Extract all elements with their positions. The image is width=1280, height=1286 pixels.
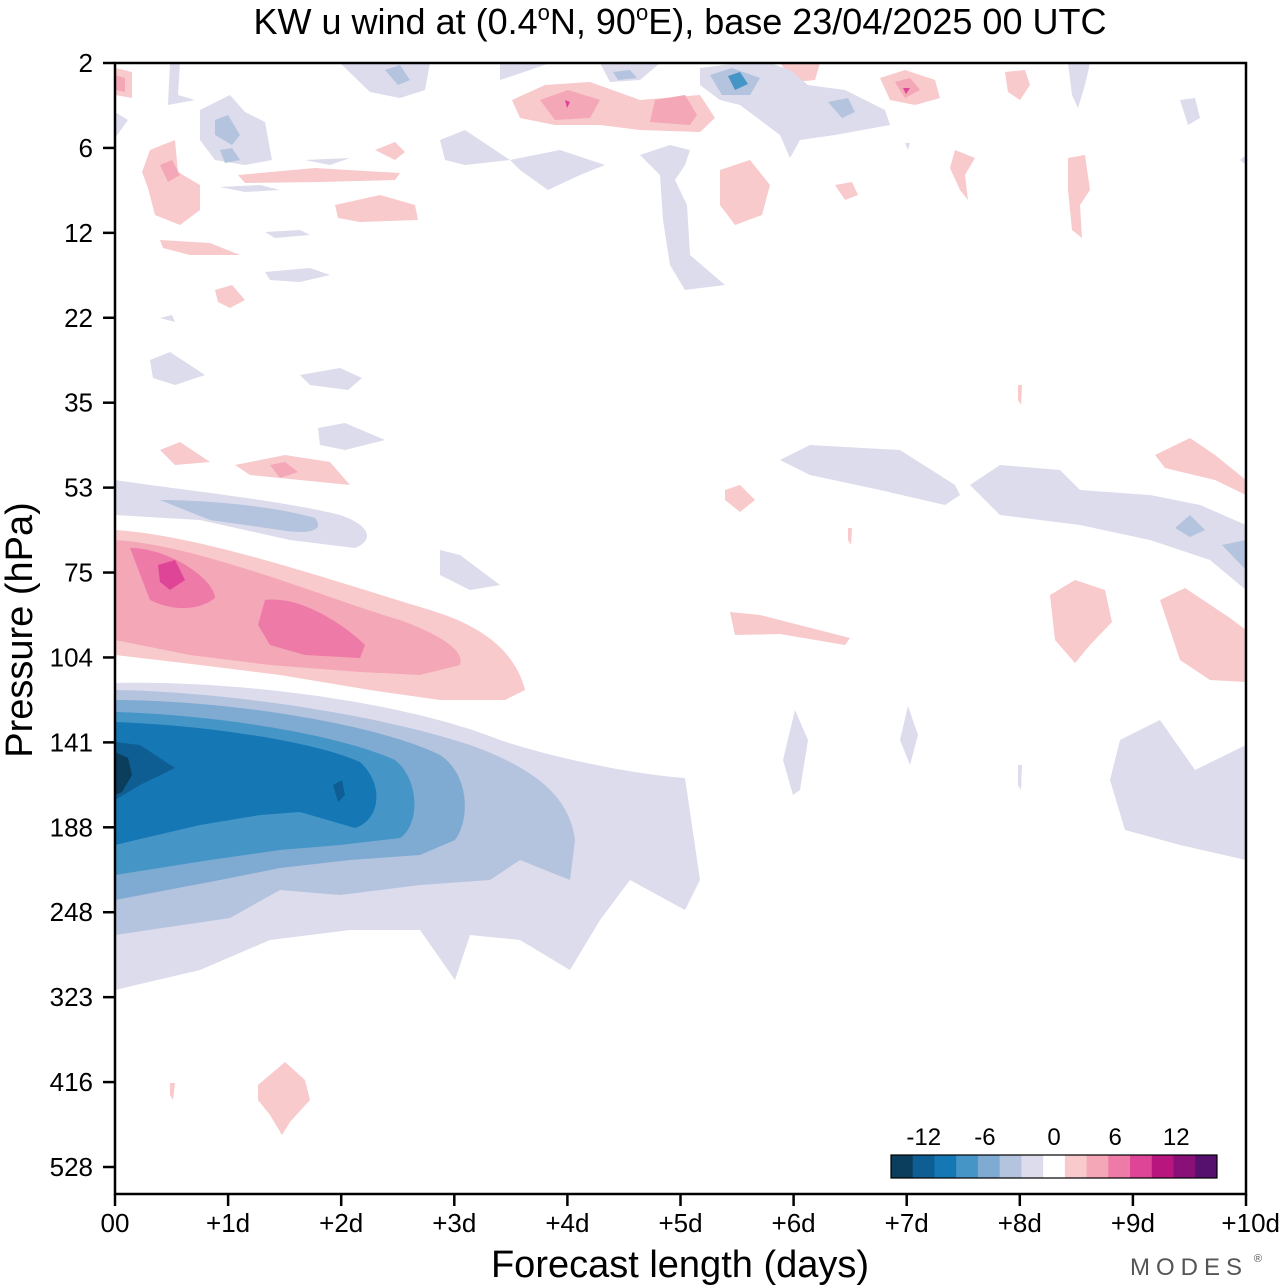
contour-neg-4-band [160,500,319,532]
chart-title-suffix: E), base 23/04/2025 00 UTC [648,1,1106,42]
chart-title: KW u wind at (0.4oN, 90oE), base 23/04/2… [254,0,1107,42]
contour-neg-2-strat [115,63,1200,450]
chart-title-prefix: KW u wind at (0.4 [254,1,538,42]
contour-neg-2-6-8d [780,445,1246,590]
modes-logo: MODES [1130,1254,1248,1281]
y-tick-label: 75 [64,558,93,588]
chart-title-degree-2: o [636,0,648,25]
x-tick-label: +10d [1221,1208,1280,1238]
contour-neg-4-9-5d [1175,515,1246,570]
contour-neg-2-7d [900,706,918,765]
colorbar-swatch [999,1155,1022,1178]
contour-pos-2-5-5d [725,485,850,645]
y-axis: 2 6 12 22 35 53 75 104 141 188 248 323 416 528 [50,48,115,1182]
colorbar-swatch [977,1155,1001,1178]
y-tick-label: 141 [50,727,93,757]
contour-pos-6-band [130,548,365,658]
colorbar-swatch [934,1155,957,1178]
colorbar-swatch [1086,1155,1109,1178]
colorbar-swatch [891,1155,914,1178]
y-tick-label: 53 [64,473,93,503]
chart-title-mid: N, 90 [550,1,636,42]
x-tick-label: +9d [1111,1208,1155,1238]
contour-pos-8-band [158,560,185,590]
colorbar-label: 12 [1163,1124,1190,1151]
x-tick-label: +3d [432,1208,476,1238]
contour-fields [115,63,1246,1135]
x-tick-label: 00 [101,1208,130,1238]
contour-neg-2-right-lower [1110,720,1246,860]
contour-pos-2-416hpa [170,1062,310,1135]
x-tick-label: +1d [206,1208,250,1238]
x-tick-label: +4d [545,1208,589,1238]
x-tick-label: +7d [885,1208,929,1238]
colorbar-label: -12 [906,1124,941,1151]
chart-title-degree-1: o [538,0,550,25]
y-tick-label: 12 [64,218,93,248]
colorbar-swatch [1195,1155,1218,1178]
contour-pos-2-strat-12hpa [238,142,418,222]
contour-neg-2-6d [783,710,808,795]
x-tick-label: +5d [658,1208,702,1238]
x-tick-label: +8d [998,1208,1042,1238]
plot-area: 2 6 12 22 35 53 75 104 141 188 248 323 416 528 00 +1d +… [50,48,1280,1238]
colorbar-swatch [1021,1155,1044,1178]
colorbar-swatch [1108,1155,1131,1178]
colorbar-label: 6 [1108,1124,1121,1151]
y-tick-label: 528 [50,1152,93,1182]
contour-neg-14-jet-core [115,752,132,795]
contour-neg-6-strat [728,72,748,90]
colorbar-swatch [912,1155,935,1178]
y-tick-label: 323 [50,982,93,1012]
colorbar-frame [890,1154,1218,1179]
y-tick-label: 188 [50,812,93,842]
contour-neg-12-jet [115,742,345,802]
colorbar-swatch [1173,1155,1196,1178]
contour-neg-2-75hpa [440,550,500,590]
colorbar-swatch [956,1155,979,1178]
y-tick-label: 22 [64,303,93,333]
contour-pos-2-right-mid [1050,580,1246,682]
contour-neg-10-jet [115,722,377,845]
y-tick-label: 104 [50,642,93,672]
x-tick-label: +6d [772,1208,816,1238]
y-tick-label: 248 [50,897,93,927]
y-tick-label: 2 [79,48,93,78]
modes-logo-registered-mark: ® [1254,1253,1262,1265]
contour-pos-4-4d [540,90,697,125]
colorbar-swatch [1064,1155,1088,1178]
y-tick-label: 416 [50,1067,93,1097]
colorbar-swatch [1130,1155,1153,1178]
colorbar-label: -6 [974,1124,995,1151]
colorbar-swatch [1151,1155,1175,1178]
contour-pos-2-right-upper [1155,438,1246,495]
colorbar-swatch [1043,1155,1066,1178]
x-axis: 00 +1d +2d +3d +4d +5d +6d +7d +8d +9d +10d [101,1194,1280,1238]
colorbar-label: 0 [1047,1124,1060,1151]
y-tick-label: 35 [64,388,93,418]
x-axis-title: Forecast length (days) [491,1244,869,1286]
colorbar-legend: -12 -6 0 6 12 [890,1124,1218,1179]
y-axis-title: Pressure (hPa) [0,502,41,758]
x-tick-label: +2d [319,1208,363,1238]
y-tick-label: 6 [79,133,93,163]
